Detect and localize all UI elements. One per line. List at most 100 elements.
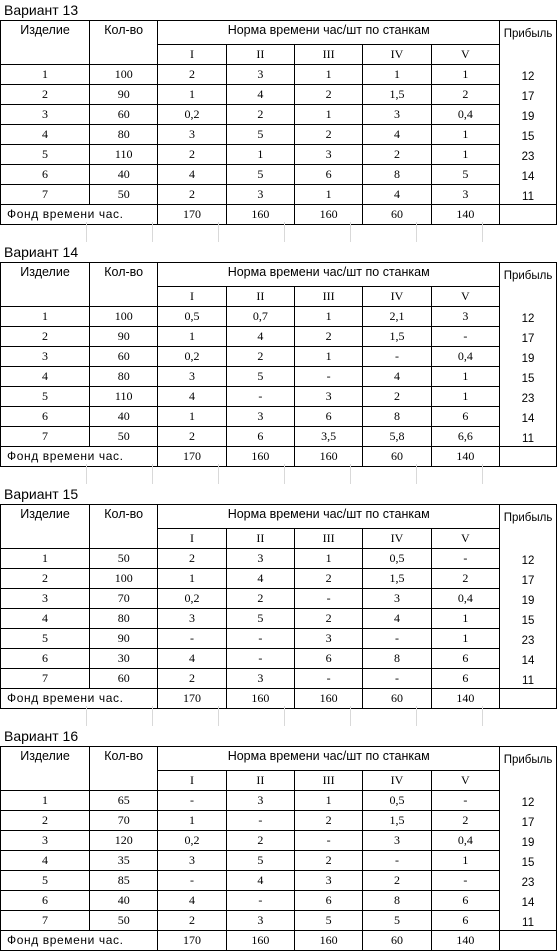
time-norm: 3 xyxy=(157,365,227,387)
time-norm: 8 xyxy=(362,889,432,911)
item-number: 4 xyxy=(0,365,91,387)
time-norm: 4 xyxy=(225,325,296,347)
time-norm: 0,2 xyxy=(157,587,227,609)
item-number: 5 xyxy=(0,869,91,891)
time-norm: 0,4 xyxy=(430,103,501,125)
table-row: 4 80 3 5 2 4 1 15 xyxy=(0,123,557,145)
item-number: 2 xyxy=(0,567,91,589)
item-profit: 11 xyxy=(499,910,557,930)
time-norm: 3 xyxy=(157,123,227,145)
time-norm: 6 xyxy=(430,647,501,669)
header-machine: II xyxy=(225,43,296,65)
fund-profit-empty xyxy=(499,445,557,467)
machine-header-row: I II III IV V xyxy=(1,285,557,307)
time-norm: 2 xyxy=(225,345,296,367)
time-norm: 2 xyxy=(157,547,227,569)
time-norm: 6 xyxy=(294,889,364,911)
item-profit: 19 xyxy=(499,346,557,366)
table-row: 1 50 2 3 1 0,5-12 xyxy=(0,547,557,569)
variant-title: Вариант 15 xyxy=(4,486,79,502)
item-quantity: 60 xyxy=(89,667,159,689)
item-number: 7 xyxy=(0,667,91,689)
time-norm: 1 xyxy=(294,305,364,327)
header-machine: IV xyxy=(362,527,432,549)
table-row: 3 60 0,2 2 1 3 0,4 19 xyxy=(0,103,557,125)
time-norm: 1 xyxy=(430,849,501,871)
table-row: 2 90 1 4 2 1,5 2 17 xyxy=(0,83,557,105)
time-norm: 1 xyxy=(294,345,364,367)
time-norm: - xyxy=(430,547,501,569)
table-row: 4 35 3 5 2-1 15 xyxy=(0,849,557,871)
item-profit: 15 xyxy=(499,608,557,628)
item-quantity: 60 xyxy=(89,103,159,125)
variant-title: Вариант 16 xyxy=(4,728,79,744)
fund-row: Фонд времени час. 170 160 160 60 140 xyxy=(0,929,557,951)
variant-title: Вариант 14 xyxy=(4,244,79,260)
time-norm: 6 xyxy=(430,667,501,689)
time-norm: 2 xyxy=(294,123,364,145)
header-row: Изделие Кол-во Норма времени час/шт по ста… xyxy=(0,262,557,307)
item-profit: 19 xyxy=(499,588,557,608)
time-norm: 0,5 xyxy=(157,305,227,327)
table-row: 6 40 1 3 6 8 6 14 xyxy=(0,405,557,427)
time-norm: - xyxy=(362,849,432,871)
header-machine: I xyxy=(157,43,227,65)
time-norm: 1 xyxy=(294,547,364,569)
time-norm: 6 xyxy=(430,909,501,931)
time-norm: 4 xyxy=(362,607,432,629)
header-machine: V xyxy=(430,43,501,65)
item-profit: 17 xyxy=(499,568,557,588)
time-norm: 8 xyxy=(362,163,432,185)
time-norm: 0,4 xyxy=(430,829,501,851)
time-norm: 5 xyxy=(362,909,432,931)
time-norm: 1 xyxy=(430,143,501,165)
item-quantity: 80 xyxy=(89,365,159,387)
time-norm: 2 xyxy=(430,809,501,831)
item-profit: 19 xyxy=(499,104,557,124)
table-row: 2 70 1-2 1,5 2 17 xyxy=(0,809,557,831)
item-number: 3 xyxy=(0,587,91,609)
time-norm: 1,5 xyxy=(362,809,432,831)
header-machine: III xyxy=(294,527,364,549)
time-norm: 1 xyxy=(430,627,501,649)
header-machine: IV xyxy=(362,285,432,307)
header-profit: Прибыль xyxy=(499,504,557,528)
time-norm: 1 xyxy=(294,183,364,205)
item-profit: 15 xyxy=(499,124,557,144)
time-norm: 2 xyxy=(225,103,296,125)
item-number: 2 xyxy=(0,809,91,831)
time-norm: 6 xyxy=(294,163,364,185)
header-machine: III xyxy=(294,43,364,65)
item-number: 7 xyxy=(0,183,91,205)
time-norm: 4 xyxy=(157,647,227,669)
header-machine: II xyxy=(225,527,296,549)
time-norm: 3 xyxy=(294,627,364,649)
header-machine: II xyxy=(225,769,296,791)
time-norm: - xyxy=(225,809,296,831)
variant-block: Вариант 16 Изделие Кол-во Норма времени час… xyxy=(0,726,558,951)
fund-value: 160 xyxy=(294,445,364,467)
time-norm: 3,5 xyxy=(294,425,364,447)
time-norm: 3 xyxy=(225,789,296,811)
table-row: 2 90 1 4 2 1,5-17 xyxy=(0,325,557,347)
item-number: 7 xyxy=(0,909,91,931)
time-norm: 3 xyxy=(157,607,227,629)
variant-table: Изделие Кол-во Норма времени час/шт по ста… xyxy=(0,746,557,951)
item-quantity: 50 xyxy=(89,909,159,931)
time-norm: 2 xyxy=(362,869,432,891)
table-row: 3 60 0,2 2 1-0,4 19 xyxy=(0,345,557,367)
fund-profit-empty xyxy=(499,687,557,709)
item-quantity: 50 xyxy=(89,183,159,205)
header-row: Изделие Кол-во Норма времени час/шт по ста… xyxy=(0,746,557,791)
header-row: Изделие Кол-во Норма времени час/шт по ста… xyxy=(0,504,557,549)
header-machine: V xyxy=(430,285,501,307)
item-quantity: 80 xyxy=(89,607,159,629)
time-norm: 2 xyxy=(157,425,227,447)
time-norm: 3 xyxy=(362,103,432,125)
item-quantity: 50 xyxy=(89,425,159,447)
time-norm: 6 xyxy=(225,425,296,447)
time-norm: 2 xyxy=(294,83,364,105)
fund-row: Фонд времени час. 170 160 160 60 140 xyxy=(0,203,557,225)
header-profit-filler xyxy=(499,528,557,548)
time-norm: - xyxy=(225,889,296,911)
